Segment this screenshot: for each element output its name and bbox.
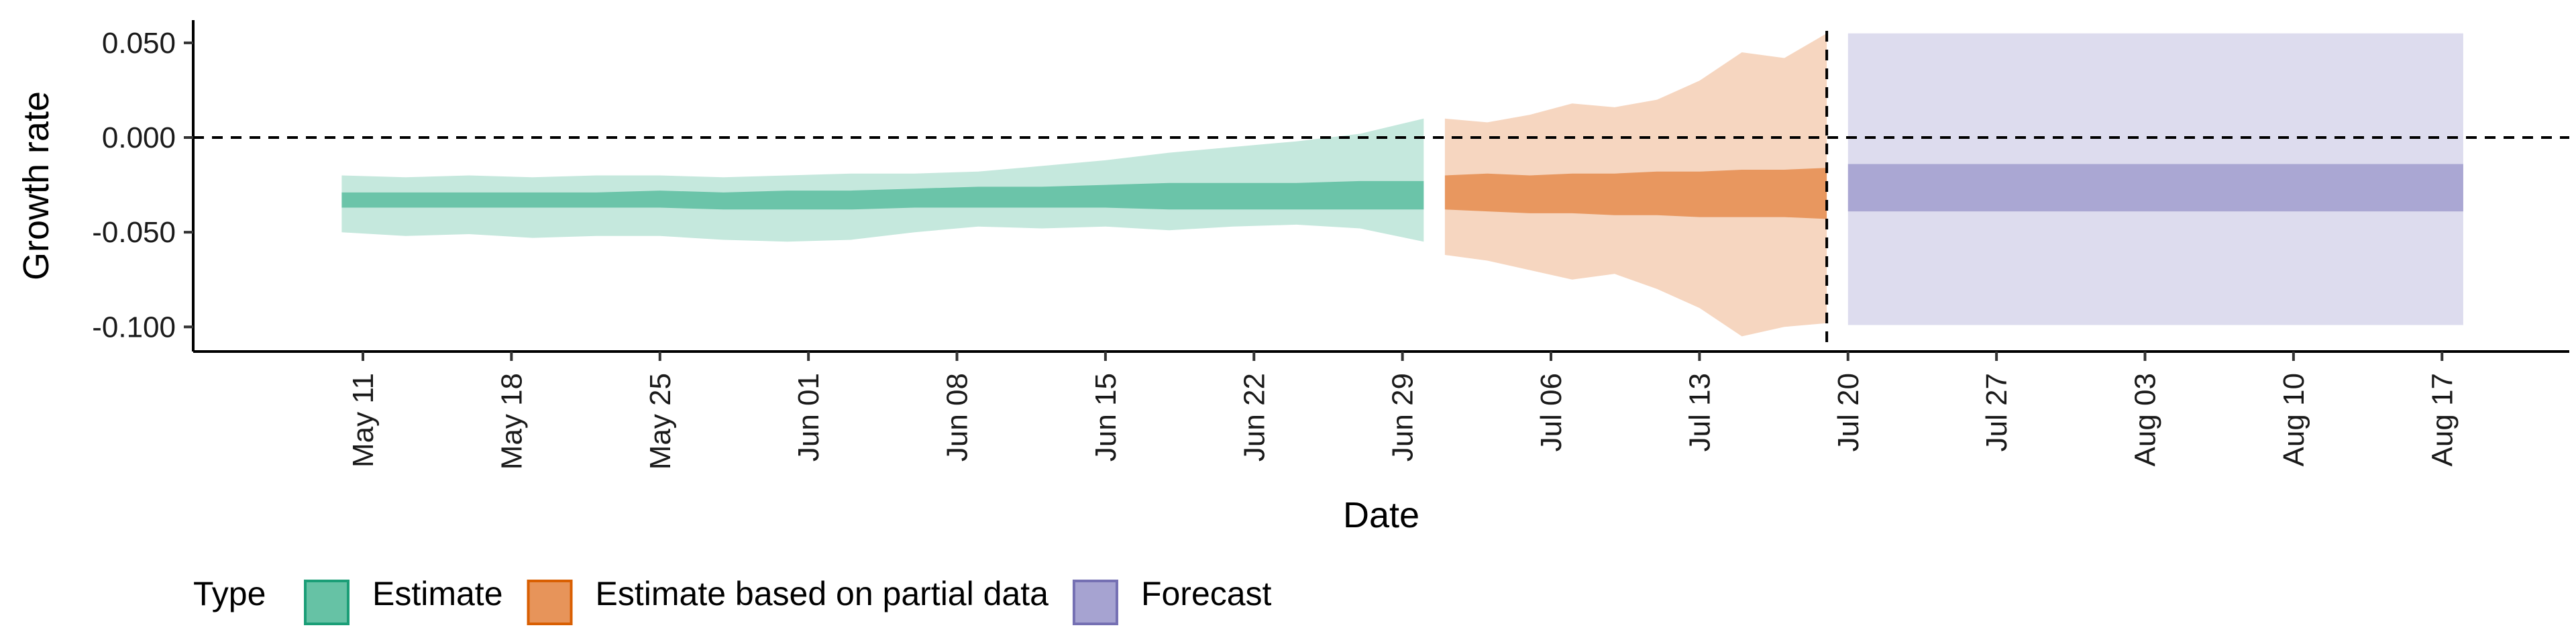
y-tick-label: -0.050 bbox=[92, 216, 176, 249]
x-tick-label: Jun 01 bbox=[792, 373, 825, 462]
legend-label-estimate: Estimate bbox=[372, 575, 503, 612]
x-tick-label: Jun 29 bbox=[1387, 373, 1419, 462]
x-tick-label: Aug 03 bbox=[2129, 373, 2162, 466]
reference-lines bbox=[193, 31, 2569, 352]
legend-key-estimate bbox=[304, 580, 350, 625]
y-tick-label: -0.100 bbox=[92, 311, 176, 343]
x-tick-label: Jun 08 bbox=[941, 373, 974, 462]
forecast-inner-band bbox=[1847, 164, 2463, 212]
legend: Type Estimate Estimate based on partial d… bbox=[193, 575, 1272, 625]
legend-label-estimate-based-on-partial-data: Estimate based on partial data bbox=[596, 575, 1049, 612]
x-tick-label: May 11 bbox=[347, 373, 380, 468]
y-tick-label: 0.050 bbox=[102, 27, 176, 60]
x-tick-label: Jul 27 bbox=[1980, 373, 2013, 451]
estimate-inner-band bbox=[341, 180, 1424, 210]
y-tick-label: 0.000 bbox=[102, 121, 176, 154]
legend-key-forecast bbox=[1072, 580, 1118, 625]
x-axis-title: Date bbox=[1343, 495, 1419, 535]
x-tick-label: Jul 20 bbox=[1832, 373, 1865, 451]
x-tick-label: Aug 10 bbox=[2277, 373, 2310, 466]
bands-layer bbox=[341, 33, 2463, 337]
legend-label-forecast: Forecast bbox=[1141, 575, 1272, 612]
x-tick-label: Jun 22 bbox=[1238, 373, 1271, 462]
y-axis-title: Growth rate bbox=[16, 91, 56, 280]
legend-key-estimate-based-on-partial-data bbox=[527, 580, 573, 625]
x-tick-label: Jun 15 bbox=[1089, 373, 1122, 462]
x-tick-label: Jul 06 bbox=[1535, 373, 1568, 451]
estimate-outer-band bbox=[341, 118, 1424, 242]
x-tick-label: May 18 bbox=[495, 373, 528, 470]
legend-title: Type bbox=[193, 575, 266, 612]
x-tick-label: May 25 bbox=[644, 373, 677, 470]
axes-layer: 0.050 0.000 -0.050 -0.100 May 11 May 18 May 25… bbox=[92, 20, 2569, 470]
estimate-based-on-partial-data-inner-band bbox=[1444, 168, 1827, 219]
x-tick-label: Aug 17 bbox=[2426, 373, 2459, 466]
x-tick-label: Jul 13 bbox=[1683, 373, 1716, 451]
